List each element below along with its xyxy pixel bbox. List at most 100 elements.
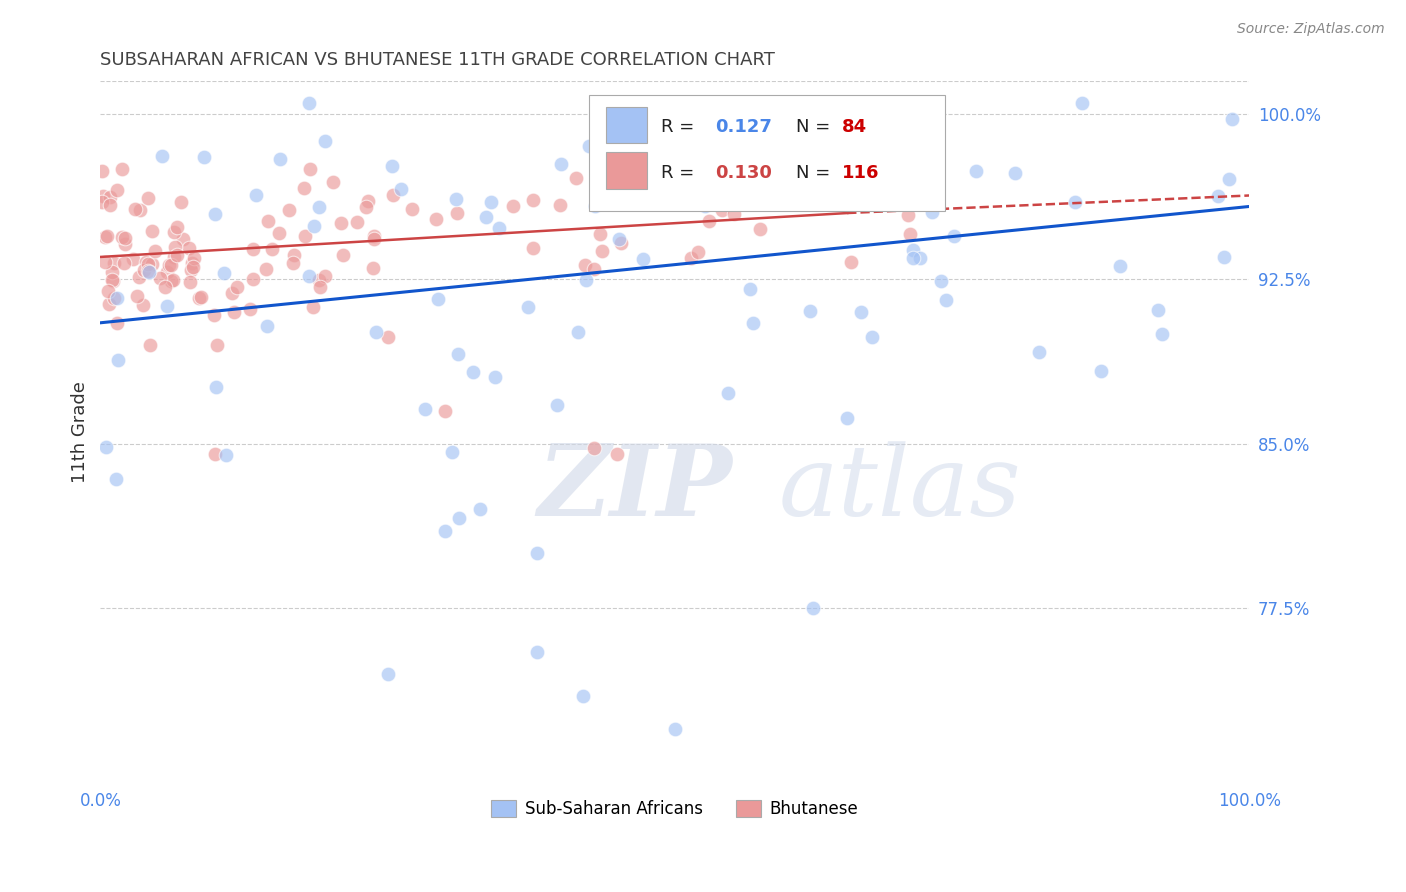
Point: [377, 330, 399, 344]
Point: [717, 386, 740, 401]
Point: [254, 262, 277, 277]
Point: [363, 260, 385, 275]
Point: [681, 251, 703, 265]
Point: [1090, 364, 1112, 378]
Point: [381, 159, 404, 173]
Point: [354, 200, 377, 214]
Point: [801, 601, 824, 615]
Text: ZIP: ZIP: [537, 441, 733, 537]
Point: [522, 194, 544, 208]
Point: [166, 247, 188, 261]
Text: atlas: atlas: [779, 441, 1021, 536]
Point: [141, 224, 163, 238]
Point: [965, 164, 987, 178]
Point: [302, 300, 325, 314]
Point: [897, 208, 920, 222]
Point: [183, 252, 205, 266]
Text: SUBSAHARAN AFRICAN VS BHUTANESE 11TH GRADE CORRELATION CHART: SUBSAHARAN AFRICAN VS BHUTANESE 11TH GRA…: [100, 51, 775, 69]
Point: [166, 220, 188, 235]
Point: [281, 255, 304, 269]
Point: [149, 270, 172, 285]
Point: [686, 245, 709, 260]
Point: [578, 139, 600, 153]
Point: [135, 254, 157, 268]
Point: [304, 219, 326, 233]
Point: [575, 273, 598, 287]
Point: [413, 402, 436, 417]
Point: [179, 275, 201, 289]
Point: [97, 297, 120, 311]
Point: [1220, 112, 1243, 126]
Point: [132, 262, 155, 277]
Point: [204, 207, 226, 221]
Point: [377, 667, 399, 681]
Point: [129, 202, 152, 217]
Text: 0.127: 0.127: [716, 118, 772, 136]
Point: [283, 247, 305, 261]
Point: [875, 175, 897, 189]
Point: [329, 215, 352, 229]
Point: [546, 397, 568, 411]
Point: [488, 220, 510, 235]
Legend: Sub-Saharan Africans, Bhutanese: Sub-Saharan Africans, Bhutanese: [485, 793, 865, 824]
Point: [591, 244, 613, 259]
Point: [583, 199, 606, 213]
Point: [107, 353, 129, 368]
Point: [91, 194, 114, 209]
Point: [440, 444, 463, 458]
Point: [565, 171, 588, 186]
Point: [1004, 166, 1026, 180]
Point: [155, 299, 177, 313]
Point: [242, 272, 264, 286]
Point: [181, 256, 204, 270]
Point: [160, 274, 183, 288]
Point: [631, 252, 654, 267]
Text: R =: R =: [661, 118, 695, 136]
Point: [180, 263, 202, 277]
Point: [188, 291, 211, 305]
Point: [837, 410, 859, 425]
Point: [1152, 327, 1174, 342]
Point: [401, 202, 423, 216]
Point: [221, 286, 243, 301]
Point: [101, 265, 124, 279]
Point: [292, 181, 315, 195]
Point: [111, 162, 134, 177]
Point: [112, 255, 135, 269]
Point: [425, 211, 447, 226]
Point: [606, 448, 628, 462]
Y-axis label: 11th Grade: 11th Grade: [72, 382, 89, 483]
Point: [298, 96, 321, 111]
Point: [903, 243, 925, 257]
Point: [548, 198, 571, 212]
Point: [697, 214, 720, 228]
Point: [298, 162, 321, 177]
Point: [841, 96, 863, 111]
Point: [903, 251, 925, 265]
Point: [839, 255, 862, 269]
Point: [711, 202, 734, 217]
Point: [165, 240, 187, 254]
Point: [665, 166, 688, 180]
Point: [898, 227, 921, 241]
Point: [277, 202, 299, 217]
Point: [98, 198, 121, 212]
Point: [607, 232, 630, 246]
Point: [136, 257, 159, 271]
Point: [572, 689, 595, 703]
Point: [139, 337, 162, 351]
Point: [1218, 172, 1240, 186]
Point: [124, 202, 146, 217]
Point: [204, 448, 226, 462]
Point: [202, 308, 225, 322]
Point: [446, 193, 468, 207]
Point: [723, 207, 745, 221]
Point: [346, 215, 368, 229]
Point: [308, 273, 330, 287]
Point: [447, 511, 470, 525]
Point: [101, 273, 124, 287]
Point: [104, 472, 127, 486]
Point: [550, 156, 572, 170]
Point: [138, 265, 160, 279]
Point: [749, 221, 772, 235]
